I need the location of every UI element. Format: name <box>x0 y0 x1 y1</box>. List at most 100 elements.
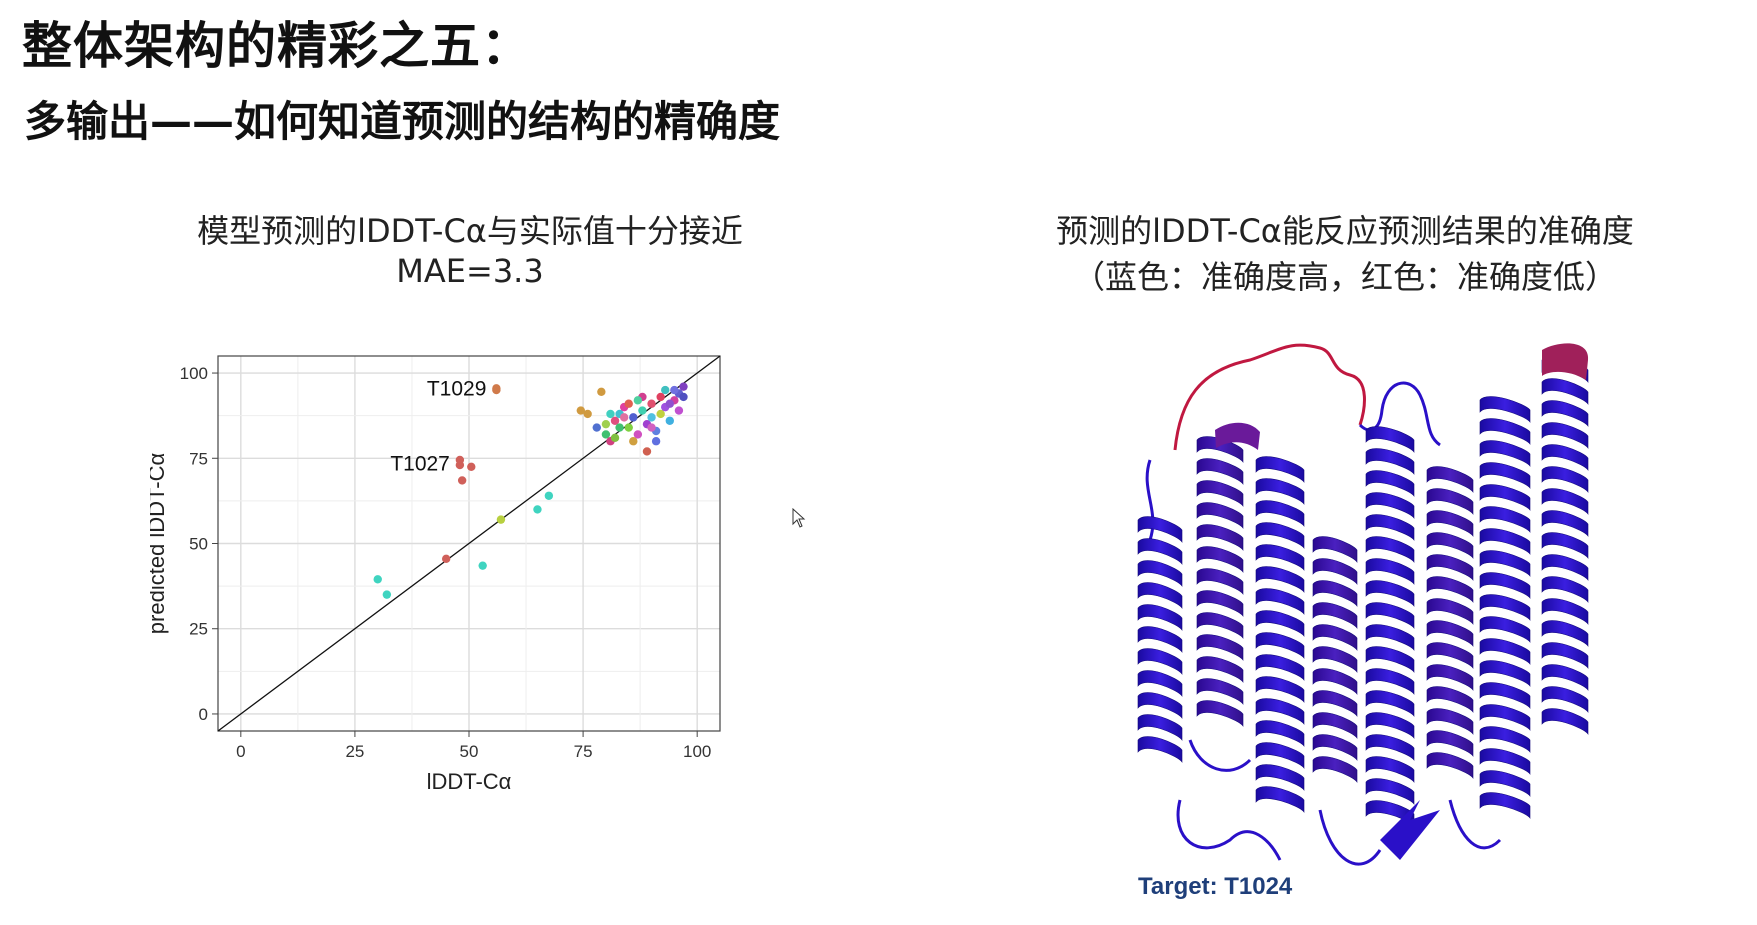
helix-turn <box>1255 566 1305 593</box>
helix-turn <box>1365 668 1415 695</box>
data-point <box>679 392 688 402</box>
helix-turn <box>1479 484 1531 511</box>
helix-turn <box>1365 756 1415 783</box>
helix-turn <box>1479 638 1531 665</box>
data-point <box>656 409 665 419</box>
data-point <box>441 554 451 564</box>
helix-turn <box>1196 458 1244 485</box>
helix-turn <box>1137 736 1183 763</box>
helix-turn <box>1255 522 1305 549</box>
helix-turn <box>1137 560 1183 587</box>
data-point <box>457 476 467 485</box>
helix-turn <box>1255 654 1305 681</box>
helix-turn <box>1426 554 1474 581</box>
helix-turn <box>1365 734 1415 761</box>
helix-turn <box>1255 632 1305 659</box>
helix-turn <box>1312 668 1358 695</box>
helix-turn <box>1426 598 1474 625</box>
data-point <box>624 423 633 432</box>
data-point <box>670 385 679 395</box>
helix-turn <box>1541 510 1589 537</box>
helix-turn <box>1196 502 1244 529</box>
data-point <box>533 505 542 514</box>
helix-turn <box>1479 682 1531 709</box>
helix-turn <box>1365 492 1415 519</box>
helix-turn <box>1541 664 1589 691</box>
helix-turn <box>1365 426 1415 453</box>
data-point <box>373 575 382 584</box>
chart-annotations: T1029 T1027 <box>390 377 486 475</box>
helix-turn <box>1479 506 1531 533</box>
helix-turn <box>1312 734 1358 761</box>
data-point <box>455 460 465 470</box>
helix-turn <box>1426 686 1474 713</box>
data-point <box>624 399 633 408</box>
helix-turn <box>1541 532 1589 559</box>
helix-turn <box>1426 532 1474 559</box>
helix-turn <box>1137 692 1183 719</box>
data-point <box>642 447 652 456</box>
x-tick-label: 50 <box>460 742 479 761</box>
helix-turn <box>1255 500 1305 527</box>
helix-turn <box>1541 444 1589 471</box>
low-accuracy-tip <box>1542 343 1589 380</box>
data-point <box>610 416 620 425</box>
helix-turn <box>1365 558 1415 585</box>
helix-turn <box>1426 708 1474 735</box>
helix-turn <box>1426 620 1474 647</box>
helix-turn <box>1426 664 1474 691</box>
data-point <box>492 385 501 395</box>
x-tick-label: 0 <box>236 742 245 761</box>
slide-title: 整体架构的精彩之五： <box>22 17 532 75</box>
y-tick-label: 50 <box>189 535 208 554</box>
data-point <box>633 396 643 405</box>
helix-turn <box>1426 488 1474 515</box>
helix-turn <box>1541 422 1589 449</box>
protein-ribbon-icon <box>1137 343 1589 866</box>
data-point <box>592 423 601 432</box>
data-point <box>651 437 661 446</box>
helix-turn <box>1137 516 1183 543</box>
helix-turn <box>1365 602 1415 629</box>
left-caption-line1: 模型预测的lDDT-Cα与实际值十分接近 <box>197 212 743 250</box>
data-point <box>478 561 487 570</box>
helix-turn <box>1196 612 1244 639</box>
data-point <box>601 430 611 439</box>
data-point <box>679 382 688 391</box>
helix-turn <box>1479 594 1531 621</box>
point-annotation: T1029 <box>427 377 487 400</box>
chart-grid <box>218 356 720 731</box>
data-points <box>373 382 688 599</box>
helix-turn <box>1365 514 1415 541</box>
slide-subtitle: 多输出——如何知道预测的结构的精确度 <box>24 97 781 146</box>
helix-turn <box>1426 576 1474 603</box>
data-point <box>606 409 615 419</box>
left-caption-line2: MAE=3.3 <box>396 252 544 290</box>
helix-turn <box>1196 656 1244 683</box>
target-label: Target: T1024 <box>1138 873 1293 900</box>
helix-turn <box>1479 726 1531 753</box>
helix-turn <box>1426 752 1474 779</box>
scatter-chart: 0 25 50 75 100 0 25 50 75 100 T1029 T1027 lDDT-Cα … <box>144 340 830 850</box>
helix-turn <box>1479 550 1531 577</box>
x-tick-label: 25 <box>345 742 364 761</box>
axis-ticks: 0 25 50 75 100 0 25 50 75 100 <box>180 364 712 761</box>
helix-turn <box>1541 598 1589 625</box>
helix-turn <box>1479 418 1531 445</box>
helix-turn <box>1312 646 1358 673</box>
helix-turn <box>1541 642 1589 669</box>
helix-turn <box>1365 712 1415 739</box>
helix-turn <box>1255 456 1305 483</box>
medium-accuracy-segment <box>1215 422 1260 450</box>
data-point <box>583 409 592 419</box>
helix-turn <box>1479 396 1531 423</box>
data-point <box>382 590 392 599</box>
helix-turn <box>1541 400 1589 427</box>
helix-turn <box>1479 440 1531 467</box>
helix-turn <box>1196 546 1244 573</box>
data-point <box>544 491 554 500</box>
y-tick-label: 100 <box>180 364 208 383</box>
helix-turn <box>1196 480 1244 507</box>
right-caption-line2: （蓝色：准确度高，红色：准确度低） <box>1072 258 1617 296</box>
helix-turn <box>1479 748 1531 775</box>
